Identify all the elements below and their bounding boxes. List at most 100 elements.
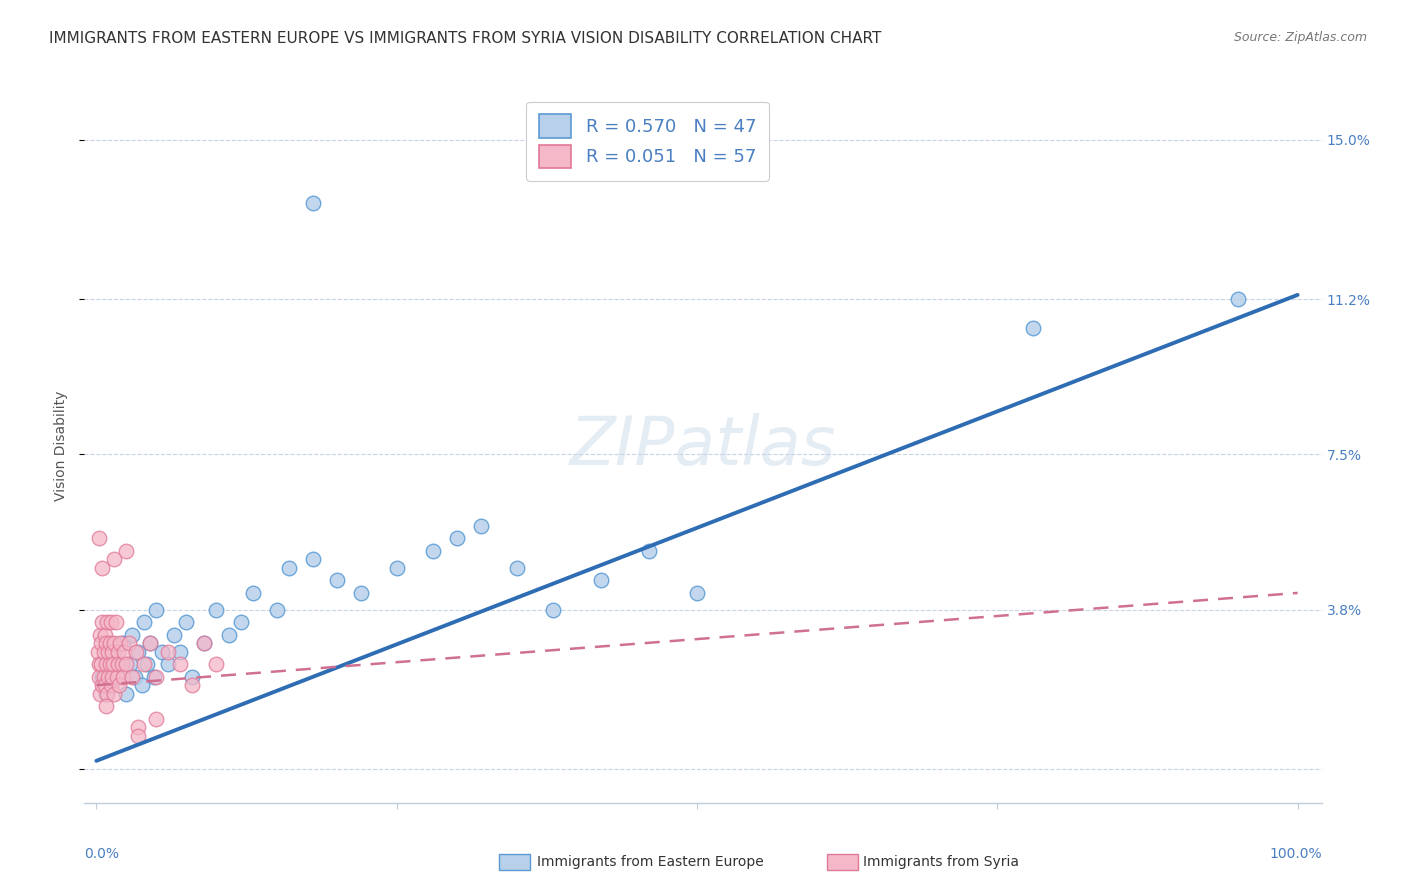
Point (163, 628, 186, 642)
Point (94, 636, 117, 650)
Point (112, 645, 135, 659)
Point (506, 560, 529, 574)
Legend: R = 0.570   N = 47, R = 0.051   N = 57: R = 0.570 N = 47, R = 0.051 N = 57 (526, 102, 769, 181)
Point (103, 645, 125, 659)
Point (87, 657, 110, 672)
Point (301, 552, 323, 566)
Point (193, 636, 215, 650)
Point (98, 657, 121, 672)
Point (121, 628, 143, 642)
Point (115, 687, 138, 701)
Point (686, 586, 709, 600)
Point (107, 645, 129, 659)
Point (94, 628, 117, 642)
Text: Immigrants from Eastern Europe: Immigrants from Eastern Europe (537, 855, 763, 869)
Point (94, 678, 117, 692)
Point (110, 657, 132, 672)
Point (145, 603, 167, 617)
Point (91, 678, 114, 692)
Point (111, 670, 134, 684)
Point (134, 615, 156, 630)
Point (181, 670, 204, 684)
Point (266, 603, 288, 617)
Point (97, 670, 120, 684)
Point (103, 687, 125, 701)
Point (143, 670, 166, 684)
Point (104, 615, 127, 630)
Point (87, 670, 110, 684)
Point (145, 670, 167, 684)
Point (115, 544, 138, 558)
Y-axis label: Vision Disability: Vision Disability (55, 391, 69, 501)
Text: 0.0%: 0.0% (84, 847, 120, 861)
Point (110, 636, 132, 650)
Point (541, 603, 564, 617)
Point (110, 657, 132, 672)
Point (193, 636, 215, 650)
Point (127, 645, 149, 659)
Point (90, 657, 112, 672)
Point (103, 552, 125, 566)
Point (242, 586, 264, 600)
Point (385, 560, 408, 574)
Point (205, 603, 228, 617)
Point (91, 615, 114, 630)
Point (1226, 292, 1249, 306)
Point (93, 670, 115, 684)
Point (422, 544, 444, 558)
Point (1022, 321, 1045, 335)
Point (638, 544, 661, 558)
Point (94, 687, 117, 701)
Point (470, 518, 492, 533)
Text: ZIPatlas: ZIPatlas (569, 413, 837, 479)
Point (139, 636, 162, 650)
Point (105, 670, 128, 684)
Point (94, 699, 117, 714)
Point (111, 636, 134, 650)
Point (446, 532, 468, 546)
Point (118, 657, 141, 672)
Text: IMMIGRANTS FROM EASTERN EUROPE VS IMMIGRANTS FROM SYRIA VISION DISABILITY CORREL: IMMIGRANTS FROM EASTERN EUROPE VS IMMIGR… (49, 31, 882, 46)
Point (93, 645, 115, 659)
Point (90, 636, 112, 650)
Point (350, 586, 373, 600)
Point (229, 615, 252, 630)
Point (218, 628, 240, 642)
Point (96, 687, 118, 701)
Point (103, 636, 125, 650)
Point (86, 645, 108, 659)
Point (97, 657, 120, 672)
Point (94, 657, 117, 672)
Text: Source: ZipAtlas.com: Source: ZipAtlas.com (1233, 31, 1367, 45)
Point (181, 678, 204, 692)
Point (169, 645, 191, 659)
Point (100, 678, 122, 692)
Point (127, 720, 149, 734)
Point (325, 574, 347, 588)
Text: 100.0%: 100.0% (1270, 847, 1322, 861)
Point (91, 670, 114, 684)
Point (169, 657, 191, 672)
Point (125, 645, 148, 659)
Point (277, 560, 299, 574)
Point (107, 670, 129, 684)
Point (157, 645, 180, 659)
Point (301, 195, 323, 210)
Point (101, 645, 124, 659)
Point (157, 657, 180, 672)
Point (100, 615, 122, 630)
Point (107, 657, 129, 672)
Text: Immigrants from Syria: Immigrants from Syria (863, 855, 1019, 869)
Point (124, 670, 146, 684)
Point (589, 574, 612, 588)
Point (118, 636, 141, 650)
Point (87, 532, 110, 546)
Point (131, 678, 153, 692)
Point (152, 645, 174, 659)
Point (205, 657, 228, 672)
Point (97, 645, 120, 659)
Point (108, 678, 131, 692)
Point (176, 615, 198, 630)
Point (103, 657, 125, 672)
Point (91, 560, 114, 574)
